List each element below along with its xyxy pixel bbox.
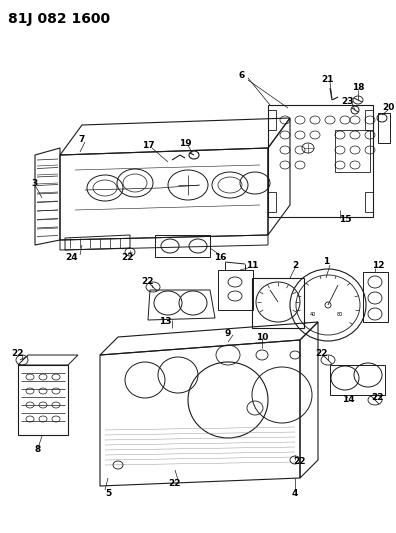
Bar [155,235,210,257]
Text: 1: 1 [323,257,329,266]
Bar [252,278,304,328]
Text: 14: 14 [342,395,354,405]
Text: 5: 5 [105,489,111,497]
Text: 20: 20 [382,103,394,112]
Text: 22: 22 [294,457,306,466]
Text: 8: 8 [35,446,41,455]
Bar [268,110,276,130]
Bar [363,272,388,322]
Text: 4: 4 [292,489,298,497]
Text: 23: 23 [342,96,354,106]
Text: 12: 12 [372,261,384,270]
Text: 16: 16 [214,254,226,262]
Text: 22: 22 [12,349,24,358]
Text: 7: 7 [79,135,85,144]
Text: 40: 40 [310,312,316,318]
Bar [365,192,373,212]
Text: 3: 3 [32,179,38,188]
Text: 81J 082 1600: 81J 082 1600 [8,12,110,26]
Text: 24: 24 [66,254,78,262]
Bar [268,105,373,217]
Bar [335,130,370,172]
Text: 15: 15 [339,215,351,224]
Text: 22: 22 [122,254,134,262]
Text: 22: 22 [142,278,154,287]
Text: 22: 22 [316,349,328,358]
Text: 21: 21 [322,76,334,85]
Bar [268,192,276,212]
Text: 22: 22 [169,479,181,488]
Bar [365,110,373,130]
Bar [330,365,385,395]
Text: 18: 18 [352,84,364,93]
Text: 6: 6 [239,71,245,80]
Text: 22: 22 [372,393,384,402]
Bar [378,113,390,143]
Text: 80: 80 [337,312,343,318]
Text: 9: 9 [225,328,231,337]
Text: 11: 11 [246,261,258,270]
Bar [18,365,68,435]
Text: 2: 2 [292,261,298,270]
Text: 17: 17 [142,141,154,150]
Text: 19: 19 [179,139,191,148]
Bar [218,270,253,310]
Text: 10: 10 [256,333,268,342]
Text: 13: 13 [159,318,171,327]
